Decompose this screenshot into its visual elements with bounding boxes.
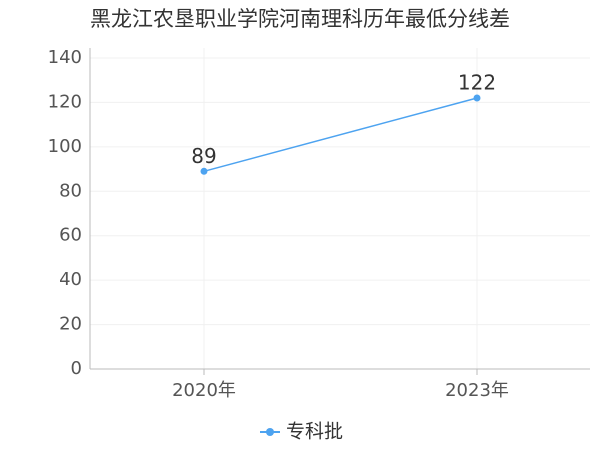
x-tick-label: 2023年	[445, 380, 509, 401]
y-tick-label: 140	[48, 47, 82, 68]
chart-title: 黑龙江农垦职业学院河南理科历年最低分线差	[90, 7, 510, 31]
y-tick-label: 80	[59, 180, 82, 201]
line	[203, 97, 478, 173]
legend-label: 专科批	[286, 421, 343, 443]
y-tick-label: 120	[48, 91, 82, 112]
y-tick-label: 100	[48, 136, 82, 157]
y-tick-label: 0	[71, 358, 82, 379]
legend-marker	[266, 428, 274, 436]
data-label: 89	[191, 144, 216, 168]
point	[473, 94, 481, 102]
y-tick-label: 20	[59, 314, 82, 335]
y-tick-label: 60	[59, 225, 82, 246]
x-tick-label: 2020年	[172, 380, 236, 401]
point	[200, 167, 208, 175]
data-label: 122	[458, 70, 496, 94]
y-tick-label: 40	[59, 269, 82, 290]
